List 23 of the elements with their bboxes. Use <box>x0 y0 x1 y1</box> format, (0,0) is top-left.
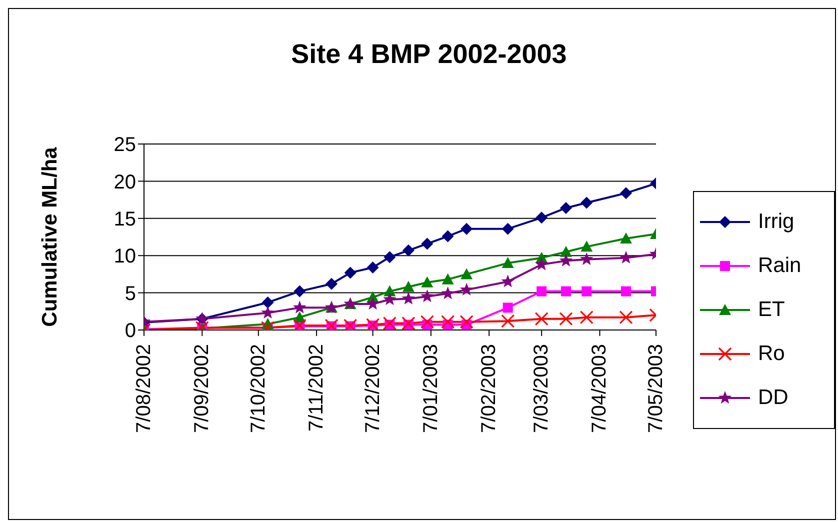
y-tick-label: 20 <box>114 171 136 194</box>
chart-title: Site 4 BMP 2002-2003 <box>290 39 568 70</box>
legend-label: Rain <box>758 254 802 278</box>
x-tick-label: 7/09/2002 <box>191 344 214 433</box>
x-tick-label: 7/08/2002 <box>133 344 155 433</box>
legend-label: DD <box>758 386 788 410</box>
legend-label: Ro <box>758 342 785 366</box>
x-tick-label: 7/04/2003 <box>588 344 611 433</box>
x-tick-label: 7/03/2003 <box>530 344 553 433</box>
y-axis-title: Cumulative ML/ha <box>38 146 62 327</box>
x-tick-label: 7/10/2002 <box>247 344 270 433</box>
y-tick-label: 5 <box>124 282 136 305</box>
y-tick-label: 10 <box>114 246 136 268</box>
legend-label: ET <box>758 298 785 322</box>
y-tick-label: 25 <box>114 134 136 156</box>
y-tick-label: 15 <box>114 208 136 230</box>
y-tick-label: 0 <box>124 320 136 342</box>
x-tick-label: 7/05/2003 <box>645 344 667 433</box>
legend-label: Irrig <box>758 210 794 234</box>
x-tick-label: 7/01/2003 <box>420 344 442 433</box>
x-tick-label: 7/02/2003 <box>478 344 500 433</box>
x-tick-label: 7/12/2002 <box>362 344 384 433</box>
x-tick-label: 7/11/2002 <box>306 344 328 432</box>
